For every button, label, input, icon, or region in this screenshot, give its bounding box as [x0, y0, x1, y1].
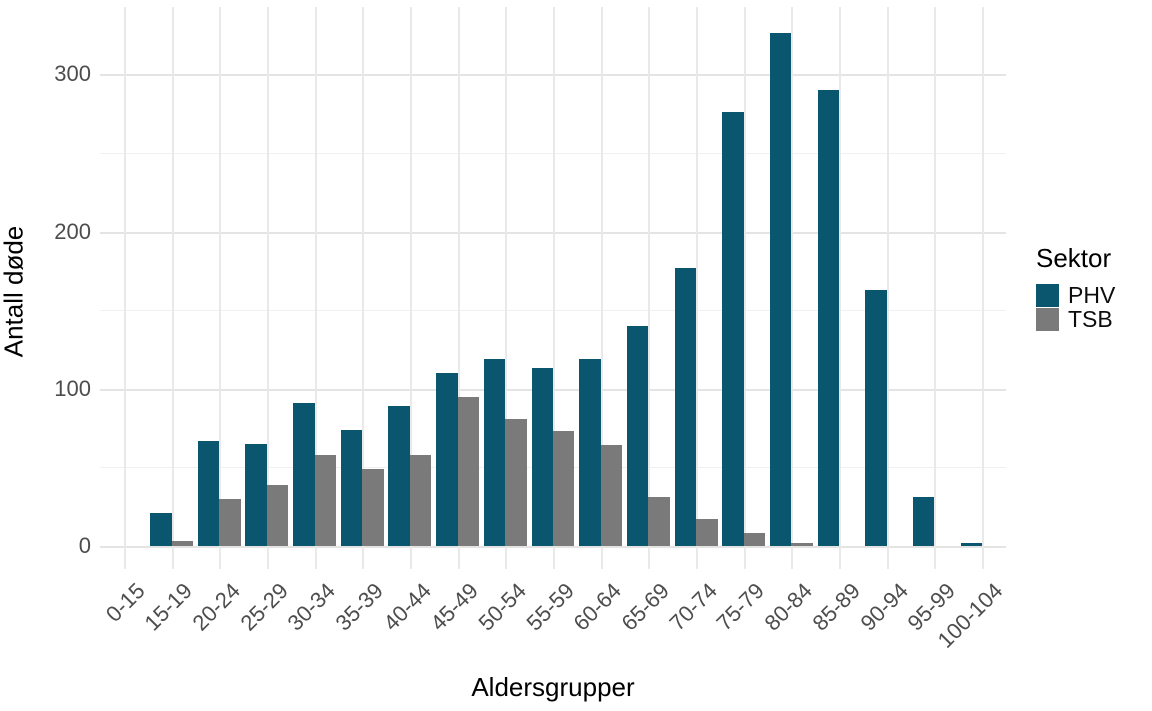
x-tick-label-20-24: 20-24: [187, 578, 245, 636]
bar-PHV-85-89: [817, 89, 840, 546]
x-tick-label-50-54: 50-54: [473, 578, 532, 636]
bar-PHV-75-79: [722, 111, 744, 546]
x-tick-label-60-64: 60-64: [568, 578, 627, 636]
gridline-x-0-15: [123, 7, 126, 569]
legend-swatch-TSB: [1036, 307, 1059, 331]
gridline-x-100-104: [982, 7, 985, 569]
bar-PHV-20-24: [197, 440, 220, 546]
bar-PHV-90-94: [865, 289, 887, 546]
gridline-x-90-94: [886, 7, 889, 569]
gridline-x-45-49: [457, 7, 460, 569]
gridline-x-75-79: [743, 7, 746, 569]
bar-TSB-20-24: [219, 498, 241, 546]
bar-PHV-50-54: [483, 358, 506, 546]
gridline-x-85-89: [839, 7, 842, 569]
bar-TSB-65-69: [648, 497, 670, 546]
bar-TSB-60-64: [600, 445, 623, 546]
y-tick-label-200: 200: [54, 218, 91, 244]
gridline-x-70-74: [696, 7, 699, 569]
y-axis-title: Antall døde: [0, 225, 29, 358]
gridline-x-35-39: [362, 7, 365, 569]
gridline-x-95-99: [934, 7, 937, 569]
legend: Sektor PHV TSB: [1036, 243, 1115, 331]
bar-PHV-55-59: [531, 368, 553, 546]
legend-entries: PHV TSB: [1036, 283, 1115, 331]
gridline-x-55-59: [553, 7, 555, 569]
bar-TSB-40-44: [409, 454, 432, 546]
gridline-x-20-24: [219, 7, 222, 569]
x-tick-label-90-94: 90-94: [855, 578, 913, 636]
bar-PHV-80-84: [769, 33, 792, 546]
gridline-x-15-19: [171, 7, 174, 569]
y-tick-label-0: 0: [78, 533, 91, 558]
bar-PHV-40-44: [388, 406, 410, 546]
gridline-x-65-69: [648, 7, 651, 569]
x-tick-label-15-19: 15-19: [139, 578, 198, 636]
legend-entry-PHV: PHV: [1036, 283, 1115, 307]
bar-TSB-45-49: [457, 396, 480, 546]
bar-TSB-55-59: [553, 431, 575, 546]
gridline-x-50-54: [505, 7, 508, 569]
bar-PHV-35-39: [340, 429, 363, 546]
gridline-x-25-29: [266, 7, 269, 569]
x-tick-label-85-89: 85-89: [807, 578, 865, 636]
legend-title: Sektor: [1036, 243, 1112, 273]
bar-TSB-50-54: [505, 418, 527, 546]
bar-TSB-75-79: [743, 533, 766, 546]
bar-PHV-65-69: [626, 325, 649, 546]
x-tick-label-40-44: 40-44: [378, 578, 436, 636]
bar-PHV-15-19: [150, 512, 172, 546]
bar-TSB-35-39: [362, 468, 384, 546]
x-tick-label-70-74: 70-74: [664, 578, 722, 636]
gridline-x-80-84: [791, 7, 794, 569]
y-tick-label-300: 300: [54, 61, 91, 87]
x-tick-label-30-34: 30-34: [282, 578, 341, 636]
x-tick-label-25-29: 25-29: [235, 578, 293, 636]
gridline-x-30-34: [314, 7, 317, 569]
bar-TSB-30-34: [314, 454, 337, 546]
x-tick-label-75-79: 75-79: [711, 578, 770, 636]
legend-label-PHV: PHV: [1068, 281, 1116, 308]
y-tick-label-100: 100: [54, 375, 91, 401]
bar-TSB-80-84: [791, 542, 813, 546]
bar-PHV-25-29: [245, 443, 267, 546]
gridline-x-40-44: [409, 7, 412, 569]
bar-PHV-70-74: [674, 267, 697, 546]
bar-PHV-100-104: [960, 542, 983, 546]
gridline-x-60-64: [600, 7, 603, 569]
plot-panel: [100, 7, 1006, 569]
x-tick-label-80-84: 80-84: [759, 578, 818, 636]
legend-swatch-PHV: [1036, 283, 1059, 307]
legend-entry-TSB: TSB: [1036, 307, 1115, 331]
x-tick-label-35-39: 35-39: [330, 578, 388, 636]
x-tick-label-45-49: 45-49: [425, 578, 484, 636]
bar-PHV-45-49: [436, 373, 458, 546]
legend-label-TSB: TSB: [1068, 305, 1113, 332]
bar-PHV-30-34: [293, 402, 315, 546]
x-axis-title: Aldersgrupper: [471, 672, 635, 702]
bar-TSB-70-74: [696, 519, 718, 546]
bar-PHV-95-99: [913, 497, 935, 546]
bar-TSB-15-19: [171, 541, 193, 546]
x-tick-label-65-69: 65-69: [616, 578, 675, 636]
bar-TSB-25-29: [266, 484, 289, 546]
x-tick-label-55-59: 55-59: [521, 578, 579, 636]
bar-PHV-60-64: [579, 358, 601, 546]
